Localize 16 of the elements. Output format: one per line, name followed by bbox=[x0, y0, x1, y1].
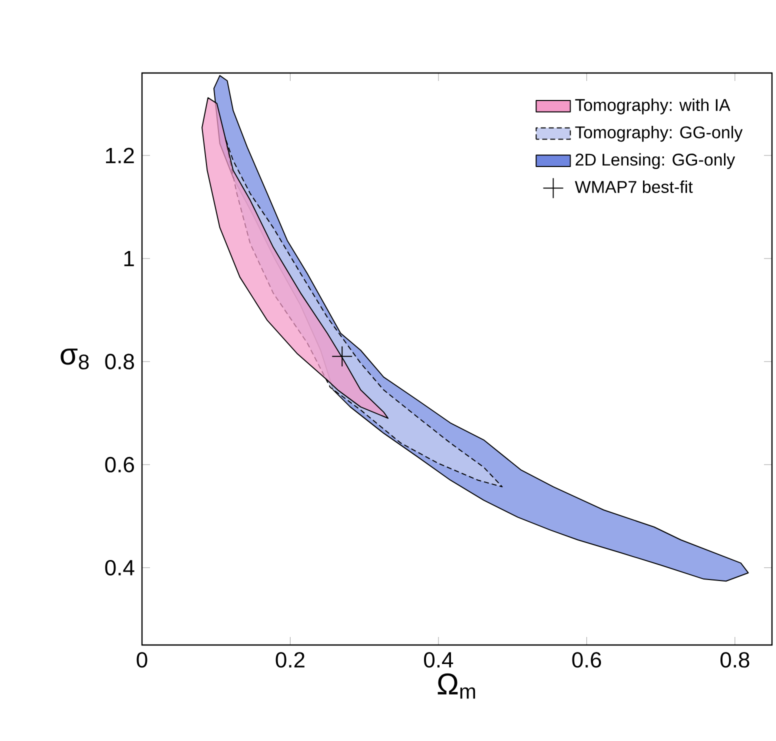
x-tick-label: 0.6 bbox=[572, 652, 602, 668]
x-tick-label: 0 bbox=[136, 652, 148, 668]
legend-label: Tomography: with IA bbox=[575, 98, 730, 114]
y-axis-title: σ$_{8}$ bbox=[60, 348, 89, 370]
y-tick-label: 1.2 bbox=[106, 148, 134, 164]
y-tick-label: 1 bbox=[124, 250, 134, 266]
legend-label: 2D Lensing: GG-only bbox=[576, 153, 736, 170]
x-tick-label: 0.8 bbox=[720, 652, 750, 668]
y-tick-label: 0.4 bbox=[105, 560, 134, 576]
legend-label: Tomography: GG-only bbox=[575, 126, 743, 142]
y-tick-label: 0.8 bbox=[105, 354, 134, 370]
legend-label: WMAP7 best-fit bbox=[574, 180, 693, 193]
x-tick-label: 0.2 bbox=[276, 652, 304, 668]
y-tick-label: 0.6 bbox=[105, 456, 134, 472]
x-axis-title: Ω$_{m}$ bbox=[438, 673, 476, 699]
x-tick-label: 0.4 bbox=[424, 652, 454, 668]
